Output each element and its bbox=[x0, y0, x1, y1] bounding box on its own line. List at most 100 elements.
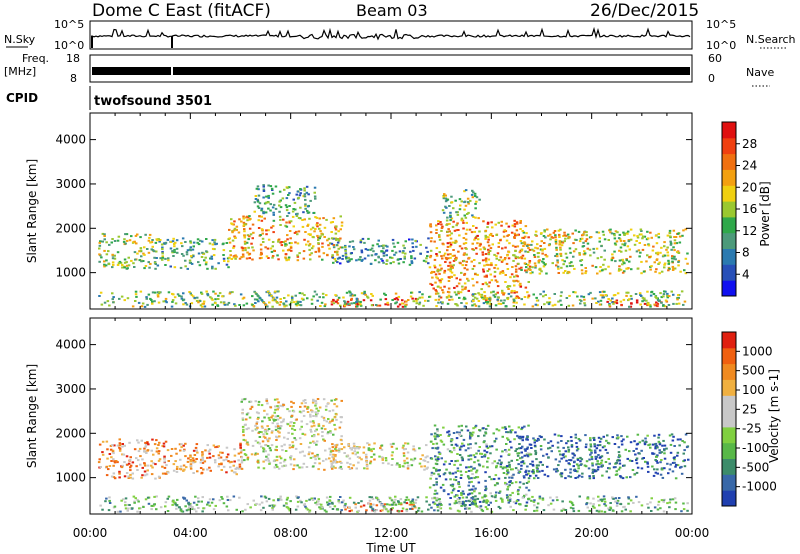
range-gate-cell bbox=[506, 465, 509, 468]
range-gate-cell bbox=[515, 268, 518, 271]
range-gate-cell bbox=[580, 458, 584, 461]
range-gate-cell bbox=[308, 244, 311, 247]
range-gate-cell bbox=[598, 270, 602, 273]
range-gate-cell bbox=[309, 413, 312, 416]
range-gate-cell bbox=[573, 454, 576, 457]
range-gate-cell bbox=[597, 231, 601, 234]
range-gate-cell bbox=[686, 509, 689, 512]
range-gate-cell bbox=[313, 195, 317, 198]
range-gate-cell bbox=[566, 440, 570, 443]
range-gate-cell bbox=[438, 272, 441, 275]
range-gate-cell bbox=[490, 291, 493, 294]
range-gate-cell bbox=[529, 453, 533, 456]
range-gate-cell bbox=[161, 472, 165, 475]
range-gate-cell bbox=[221, 295, 224, 298]
range-gate-cell bbox=[545, 272, 548, 275]
range-gate-cell bbox=[303, 238, 306, 241]
range-gate-cell bbox=[288, 509, 291, 512]
range-gate-cell bbox=[482, 427, 485, 430]
range-gate-cell bbox=[264, 459, 268, 462]
range-gate-cell bbox=[195, 503, 199, 506]
range-gate-cell bbox=[365, 461, 368, 464]
range-gate-cell bbox=[328, 457, 331, 460]
range-gate-cell bbox=[213, 238, 217, 241]
nsearch-tick-top: 10^5 bbox=[706, 18, 736, 31]
range-gate-cell bbox=[658, 272, 661, 275]
range-gate-cell bbox=[462, 242, 466, 245]
range-gate-cell bbox=[257, 466, 260, 469]
range-gate-cell bbox=[105, 474, 109, 477]
range-gate-cell bbox=[294, 438, 298, 441]
range-gate-cell bbox=[517, 463, 520, 466]
range-gate-cell bbox=[232, 245, 236, 248]
range-gate-cell bbox=[139, 463, 142, 466]
range-gate-cell bbox=[625, 267, 628, 270]
range-gate-cell bbox=[373, 458, 376, 461]
range-gate-cell bbox=[515, 295, 519, 298]
range-gate-cell bbox=[335, 444, 338, 447]
range-gate-cell bbox=[217, 445, 220, 448]
range-gate-cell bbox=[210, 501, 214, 504]
range-gate-cell bbox=[371, 294, 374, 297]
range-gate-cell bbox=[277, 427, 280, 430]
range-gate-cell bbox=[268, 462, 271, 465]
range-gate-cell bbox=[501, 435, 504, 438]
range-gate-cell bbox=[118, 438, 121, 441]
range-gate-cell bbox=[167, 257, 170, 260]
range-gate-cell bbox=[674, 508, 677, 511]
range-gate-cell bbox=[297, 196, 300, 199]
range-gate-cell bbox=[101, 232, 105, 235]
range-gate-cell bbox=[279, 425, 283, 427]
range-gate-cell bbox=[387, 510, 390, 513]
range-gate-cell bbox=[335, 413, 338, 416]
range-gate-cell bbox=[472, 485, 475, 488]
range-gate-cell bbox=[601, 446, 605, 449]
range-gate-cell bbox=[606, 300, 609, 303]
range-gate-cell bbox=[533, 444, 537, 447]
range-gate-cell bbox=[629, 295, 633, 297]
range-gate-cell bbox=[533, 499, 536, 502]
range-gate-cell bbox=[185, 499, 188, 502]
range-gate-cell bbox=[267, 459, 270, 462]
range-gate-cell bbox=[614, 466, 617, 469]
range-gate-cell bbox=[170, 454, 173, 457]
range-gate-cell bbox=[528, 265, 532, 268]
range-gate-cell bbox=[470, 488, 474, 491]
range-gate-cell bbox=[260, 251, 263, 254]
range-gate-cell bbox=[517, 452, 521, 455]
range-gate-cell bbox=[409, 500, 412, 503]
range-gate-cell bbox=[388, 503, 392, 506]
range-gate-cell bbox=[182, 496, 185, 499]
range-gate-cell bbox=[460, 217, 464, 220]
range-gate-cell bbox=[599, 498, 602, 501]
range-gate-cell bbox=[650, 291, 653, 294]
range-gate-cell bbox=[470, 492, 474, 495]
range-gate-cell bbox=[464, 264, 468, 267]
range-gate-cell bbox=[499, 302, 503, 305]
range-gate-cell bbox=[476, 476, 480, 479]
range-gate-cell bbox=[448, 507, 452, 510]
range-gate-cell bbox=[475, 505, 478, 508]
range-gate-cell bbox=[352, 501, 356, 504]
range-gate-cell bbox=[483, 297, 486, 300]
range-gate-cell bbox=[446, 230, 449, 233]
range-gate-cell bbox=[123, 444, 126, 447]
range-gate-cell bbox=[255, 187, 259, 190]
range-gate-cell bbox=[655, 259, 659, 261]
range-gate-cell bbox=[365, 456, 368, 459]
range-gate-cell bbox=[436, 285, 440, 288]
range-gate-cell bbox=[517, 447, 521, 450]
range-gate-cell bbox=[677, 252, 680, 254]
range-gate-cell bbox=[637, 249, 641, 252]
range-gate-cell bbox=[344, 252, 348, 255]
range-gate-cell bbox=[449, 266, 453, 269]
range-gate-cell bbox=[340, 221, 344, 224]
range-gate-cell bbox=[596, 444, 600, 447]
range-gate-cell bbox=[485, 297, 489, 300]
range-gate-cell bbox=[331, 254, 334, 257]
range-gate-cell bbox=[518, 267, 521, 270]
range-gate-cell bbox=[675, 463, 678, 466]
range-gate-cell bbox=[318, 255, 321, 258]
range-gate-cell bbox=[238, 463, 242, 466]
range-gate-cell bbox=[535, 439, 539, 442]
